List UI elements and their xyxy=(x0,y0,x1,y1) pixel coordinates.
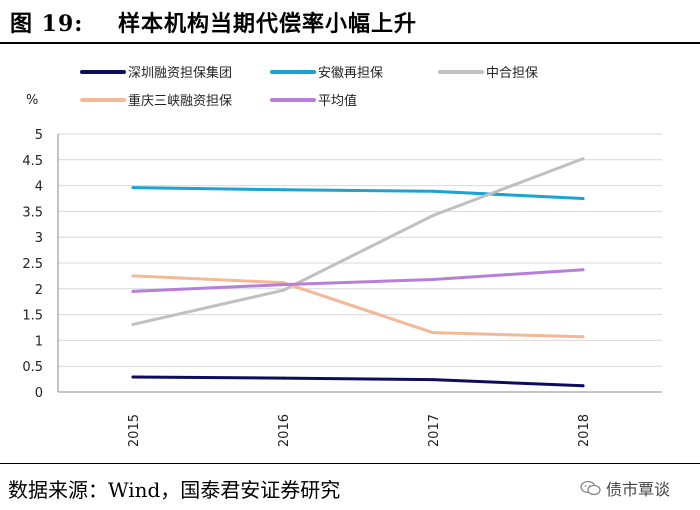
legend-label: 中合担保 xyxy=(486,66,538,81)
data-point xyxy=(431,189,435,193)
series-line xyxy=(131,268,585,293)
data-point xyxy=(131,375,135,379)
watermark-text: 债市覃谈 xyxy=(606,480,671,499)
data-point xyxy=(281,188,285,192)
y-tick-label: 0 xyxy=(35,386,43,401)
y-tick-label: 4.5 xyxy=(22,154,43,169)
data-point xyxy=(281,283,285,287)
watermark: 债市覃谈 xyxy=(580,476,670,500)
source-divider xyxy=(0,463,700,464)
y-tick-label: 2.5 xyxy=(22,257,43,272)
data-point xyxy=(131,186,135,190)
data-point xyxy=(431,278,435,282)
figure-label: 图 19: xyxy=(10,11,84,37)
y-tick-label: 0.5 xyxy=(22,360,43,375)
data-point xyxy=(281,376,285,380)
data-point xyxy=(431,331,435,335)
data-point xyxy=(581,197,585,200)
x-tick-label: 2016 xyxy=(277,414,292,447)
data-point xyxy=(431,378,435,382)
page-title: 样本机构当期代偿率小幅上升 xyxy=(118,11,418,37)
y-tick-label: 3 xyxy=(35,231,43,246)
data-point xyxy=(131,289,135,293)
title-divider xyxy=(0,42,700,44)
wechat-icon xyxy=(580,480,601,496)
figure-title: 图 19: 样本机构当期代偿率小幅上升 xyxy=(10,6,417,38)
legend-label: 重庆三峡融资担保 xyxy=(128,93,232,109)
x-axis-ticks: 2015 2016 2017 2018 xyxy=(127,414,592,447)
x-tick-label: 2017 xyxy=(427,414,442,447)
y-axis-label: % xyxy=(26,93,38,108)
y-tick-label: 3.5 xyxy=(22,205,43,220)
series-line xyxy=(131,186,585,200)
y-tick-label: 4 xyxy=(35,180,43,195)
x-tick-label: 2018 xyxy=(577,414,592,447)
y-tick-label: 5 xyxy=(35,128,43,143)
data-point xyxy=(131,322,135,326)
x-tick-label: 2015 xyxy=(127,414,142,447)
data-point xyxy=(281,288,285,292)
source-note: 数据来源：Wind，国泰君安证券研究 xyxy=(8,478,341,502)
y-axis-ticks: 0 0.5 1 1.5 2 2.5 3 3.5 4 4.5 5 xyxy=(22,128,43,401)
legend-label: 安徽再担保 xyxy=(318,66,383,81)
data-point xyxy=(581,268,585,272)
data-point xyxy=(431,214,435,218)
data-point xyxy=(131,274,135,278)
series-line xyxy=(131,274,585,339)
series-line xyxy=(131,375,585,388)
legend-label: 平均值 xyxy=(318,93,357,109)
data-point xyxy=(581,384,585,388)
y-tick-label: 2 xyxy=(35,283,43,298)
legend-label: 深圳融资担保集团 xyxy=(128,65,232,81)
data-point xyxy=(581,335,585,339)
title-bar: 图 19: 样本机构当期代偿率小幅上升 xyxy=(0,0,700,42)
gridlines xyxy=(57,133,662,393)
series-lines xyxy=(131,157,585,388)
y-tick-label: 1 xyxy=(35,334,43,349)
y-tick-label: 1.5 xyxy=(22,309,43,324)
data-point xyxy=(581,157,585,161)
series-line xyxy=(131,157,585,326)
